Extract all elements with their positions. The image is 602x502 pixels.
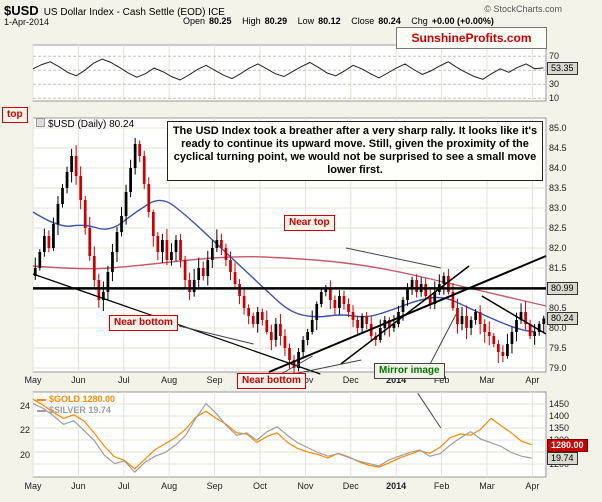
gold-axis-label: 1400 <box>549 411 570 421</box>
x-axis-month-label: Mar <box>479 375 495 385</box>
open-label: Open <box>183 16 206 26</box>
x-axis-month-label: Feb <box>433 481 450 491</box>
close-value: 80.24 <box>378 16 401 26</box>
symbol-description: US Dollar Index - Cash Settle (EOD) ICE <box>43 7 225 18</box>
trendline <box>481 295 547 335</box>
main-chart-legend: $USD (Daily) 80.24 <box>36 118 134 130</box>
gold-legend: $GOLD 1280.00 <box>37 394 115 404</box>
ma-fast-line <box>32 199 536 333</box>
sunshine-profits-brand-link[interactable]: SunshineProfits.com <box>396 27 547 49</box>
open-value: 80.25 <box>209 16 232 26</box>
annotation-pointer-line <box>179 325 254 345</box>
silver-price-badge: 19.74 <box>547 452 578 465</box>
silver-axis-label: 24 <box>19 400 30 411</box>
x-axis-month-label: Oct <box>252 481 267 491</box>
ohlc-quote-row: Open 80.25 High 80.29 Low 80.12 Close 80.24 … <box>183 16 502 26</box>
x-axis-month-label: Jul <box>118 481 130 491</box>
x-axis-month-label: Apr <box>525 481 540 491</box>
x-axis-month-label: Apr <box>525 375 540 385</box>
annotation-commentary: The USD Index took a breather after a ve… <box>167 121 543 181</box>
gold-line-series <box>32 398 532 470</box>
x-axis-month-label: Jul <box>118 375 130 385</box>
gold-axis-label: 1450 <box>549 399 570 409</box>
price-axis-label: 84.0 <box>549 163 567 173</box>
indicator-value-badge: 53.35 <box>547 62 578 75</box>
silver-line-swatch-icon <box>37 409 46 412</box>
price-axis-label: 83.0 <box>549 203 567 213</box>
x-axis-month-label: Dec <box>342 481 359 491</box>
x-axis-month-label: Nov <box>297 481 314 491</box>
indicator-axis-label: 10 <box>549 93 560 104</box>
gold-legend-label: $GOLD 1280.00 <box>49 394 116 404</box>
silver-legend: $SILVER 19.74 <box>37 405 111 415</box>
price-axis-label: 82.5 <box>549 223 567 233</box>
resistance-level-badge: 80.99 <box>547 282 578 295</box>
price-axis-label: 84.5 <box>549 143 567 153</box>
chg-label: Chg <box>411 16 428 26</box>
silver-axis-label: 20 <box>19 449 30 460</box>
gold-axis-label: 1350 <box>549 423 570 434</box>
x-axis-month-label: Aug <box>161 375 178 385</box>
x-axis-month-label: Jun <box>71 375 86 385</box>
chart-date: 1-Apr-2014 <box>4 17 50 27</box>
price-axis-label: 81.5 <box>549 263 567 273</box>
x-axis-month-label: 2014 <box>386 375 407 385</box>
x-axis-month-label: Feb <box>433 375 450 385</box>
drag-handle-icon[interactable] <box>36 118 45 127</box>
high-label: High <box>242 16 261 26</box>
price-axis-label: 83.5 <box>549 183 567 193</box>
price-axis-label: 80.5 <box>549 303 567 313</box>
main-legend-label: $USD (Daily) 80.24 <box>48 119 135 130</box>
close-label: Close <box>351 16 375 26</box>
x-axis-month-label: Sep <box>206 481 223 491</box>
x-axis-month-label: Mar <box>479 481 495 491</box>
chg-value: +0.00 (+0.00%) <box>431 16 494 26</box>
low-label: Low <box>297 16 315 26</box>
indicator-axis-label: 70 <box>549 51 560 62</box>
copyright-label: © StockCharts.com <box>484 4 562 14</box>
annotation-mirror-image: Mirror image <box>374 363 445 379</box>
annotation-near-bottom-1: Near bottom <box>109 315 178 331</box>
price-axis-label: 79.5 <box>549 343 567 353</box>
annotation-pointer-line <box>345 247 441 269</box>
x-axis-month-label: Dec <box>342 375 359 385</box>
x-axis-month-label: Jun <box>71 481 86 491</box>
gold-price-badge: 1280.00 <box>547 439 588 452</box>
annotation-near-top: Near top <box>284 215 335 231</box>
price-axis-label: 80.0 <box>549 323 567 333</box>
x-axis-month-label: 2014 <box>386 481 407 491</box>
last-price-badge: 80.24 <box>547 312 578 325</box>
indicator-axis-label: 30 <box>549 79 560 90</box>
x-axis-month-label: Aug <box>161 481 178 491</box>
trendline <box>268 255 547 373</box>
price-axis-label: 82.0 <box>549 243 567 253</box>
gold-line-swatch-icon <box>37 398 46 401</box>
x-axis-month-label: May <box>24 481 42 491</box>
x-axis-month-label: Sep <box>206 375 223 385</box>
price-axis-label: 79.0 <box>549 363 567 373</box>
x-axis-month-label: May <box>24 375 42 385</box>
annotation-near-bottom-2: Near bottom <box>237 373 306 389</box>
annotation-top: top <box>2 107 28 123</box>
high-value: 80.29 <box>264 16 288 26</box>
silver-line-series <box>32 402 532 473</box>
symbol-label: $USD <box>4 3 39 18</box>
price-axis-label: 85.0 <box>549 123 567 133</box>
trendline <box>340 265 470 365</box>
low-value: 80.12 <box>318 16 341 26</box>
silver-legend-label: $SILVER 19.74 <box>49 405 111 415</box>
annotation-pointer-line <box>417 392 442 429</box>
indicator-line-series <box>32 58 544 81</box>
annotation-pointer-line <box>427 313 457 369</box>
chart-title: $USD US Dollar Index - Cash Settle (EOD) … <box>4 2 225 20</box>
silver-axis-label: 22 <box>19 425 30 436</box>
